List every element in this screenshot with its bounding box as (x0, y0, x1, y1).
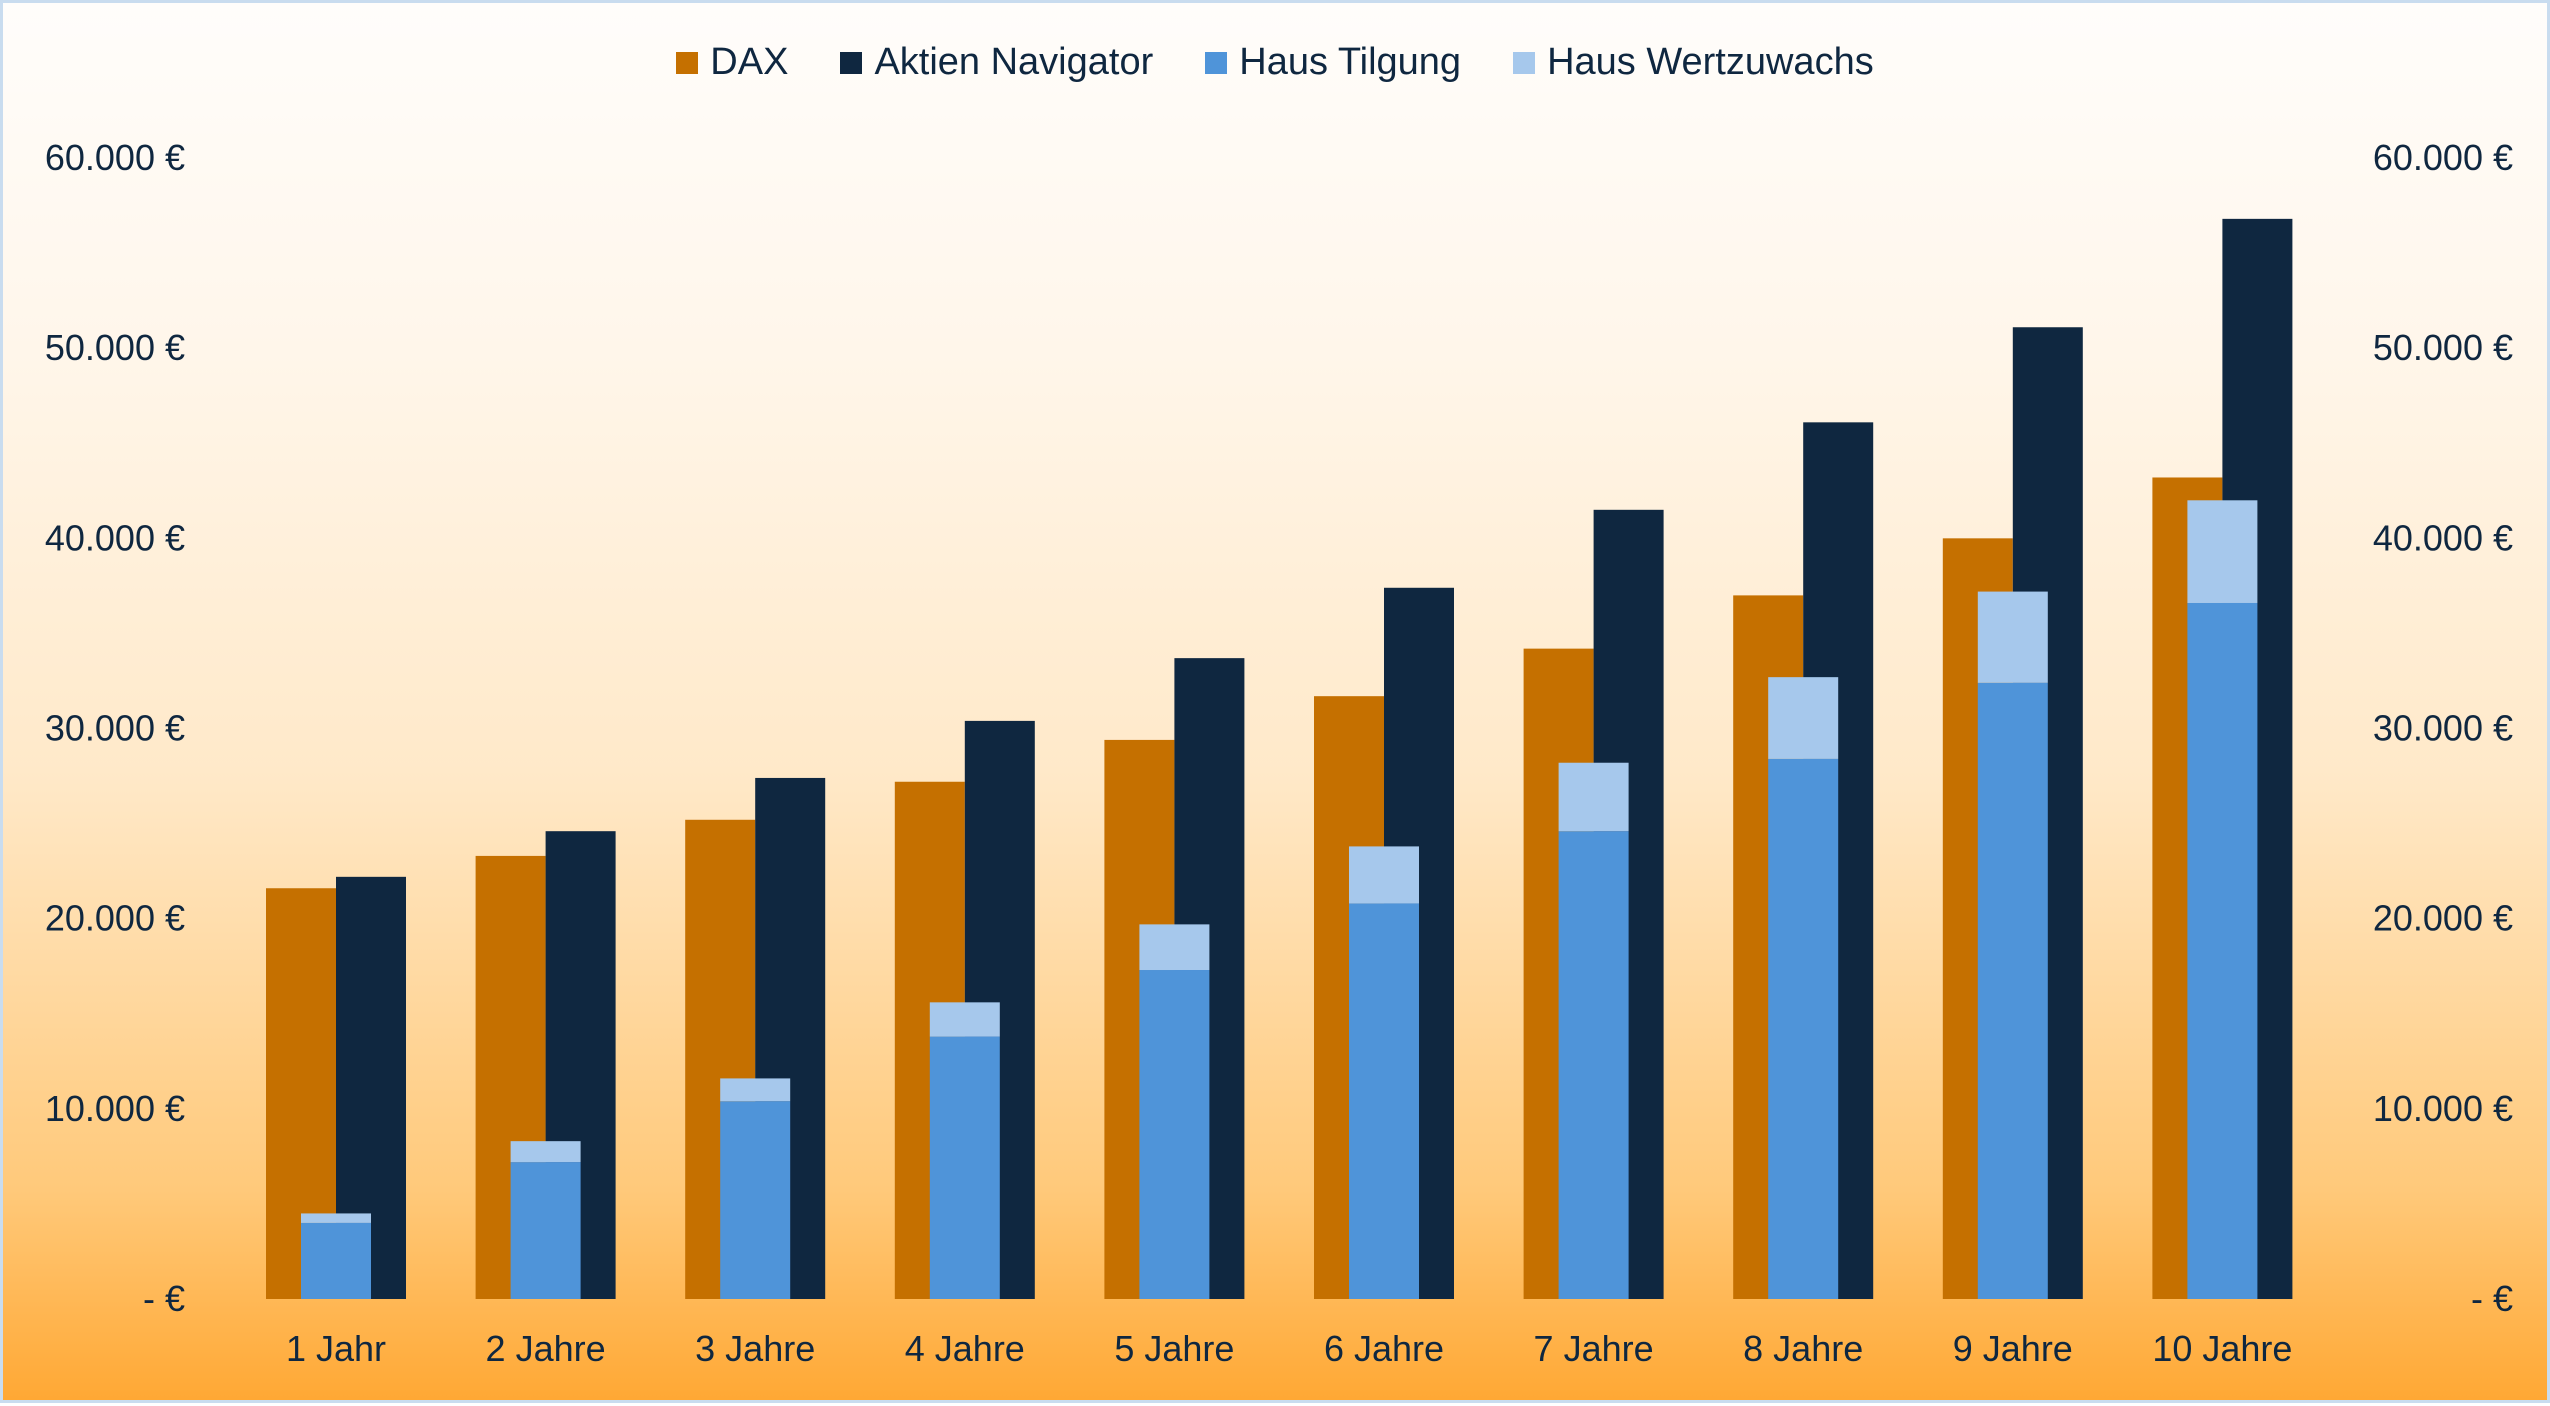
y-tick-label-left: 60.000 € (45, 137, 185, 178)
bar-haus-tilgung (1768, 758, 1839, 1299)
legend-swatch (840, 51, 863, 74)
y-tick-label-left: - € (143, 1278, 185, 1319)
y-tick-label-left: 50.000 € (45, 327, 185, 368)
y-tick-label-left: 30.000 € (45, 708, 185, 749)
y-tick-label-right: 40.000 € (2373, 517, 2513, 558)
legend-item: DAX (676, 41, 788, 84)
bar-haus-tilgung (510, 1162, 581, 1299)
bar-haus-wertzuwachs (929, 1002, 1000, 1037)
legend-item: Haus Tilgung (1205, 41, 1461, 84)
y-tick-label-right: 60.000 € (2373, 137, 2513, 178)
x-tick-label: 7 Jahre (1534, 1328, 1654, 1369)
y-tick-label-right: 20.000 € (2373, 898, 2513, 939)
bar-haus-tilgung (1558, 831, 1629, 1299)
y-tick-label-right: 50.000 € (2373, 327, 2513, 368)
bar-haus-wertzuwachs (1768, 677, 1839, 759)
chart-plot: 1 Jahr 2 Jahre 3 Jahre 4 Jahre 5 Jahre 6 Jahr… (45, 137, 2513, 1369)
x-tick-label: 6 Jahre (1324, 1328, 1444, 1369)
bar-haus-wertzuwachs (1139, 924, 1210, 971)
y-tick-label-left: 40.000 € (45, 517, 185, 558)
y-tick-label-right: - € (2471, 1278, 2513, 1319)
legend-label: Haus Wertzuwachs (1547, 41, 1874, 83)
y-tick-label-left: 20.000 € (45, 898, 185, 939)
x-tick-label: 3 Jahre (695, 1328, 815, 1369)
y-tick-label-left: 10.000 € (45, 1088, 185, 1129)
bar-haus-tilgung (1349, 903, 1419, 1299)
bar-haus-tilgung (1977, 682, 2048, 1299)
x-tick-label: 9 Jahre (1953, 1328, 2073, 1369)
bar-haus-wertzuwachs (1349, 846, 1419, 904)
bar-haus-wertzuwachs (301, 1213, 371, 1223)
bar-haus-tilgung (2187, 602, 2258, 1299)
x-tick-label: 4 Jahre (905, 1328, 1025, 1369)
chart-legend: DAX Aktien Navigator Haus Tilgung Haus Wert… (3, 41, 2547, 84)
bar-haus-wertzuwachs (720, 1078, 791, 1102)
legend-label: Haus Tilgung (1239, 41, 1462, 83)
x-tick-label: 5 Jahre (1114, 1328, 1234, 1369)
legend-swatch (1205, 51, 1228, 74)
y-tick-label-right: 30.000 € (2373, 708, 2513, 749)
x-tick-label: 2 Jahre (486, 1328, 606, 1369)
bar-haus-wertzuwachs (2187, 500, 2258, 603)
legend-swatch (676, 51, 699, 74)
bar-haus-tilgung (1139, 970, 1210, 1299)
bar-haus-wertzuwachs (1558, 762, 1629, 832)
bar-haus-wertzuwachs (510, 1141, 581, 1163)
x-tick-label: 1 Jahr (286, 1328, 386, 1369)
bar-haus-tilgung (929, 1036, 1000, 1299)
y-tick-label-right: 10.000 € (2373, 1088, 2513, 1129)
x-tick-label: 10 Jahre (2152, 1328, 2292, 1369)
bar-haus-wertzuwachs (1977, 591, 2048, 683)
legend-swatch (1513, 51, 1536, 74)
legend-item: Haus Wertzuwachs (1513, 41, 1874, 84)
legend-label: Aktien Navigator (874, 41, 1154, 83)
x-tick-label: 8 Jahre (1743, 1328, 1863, 1369)
legend-label: DAX (710, 41, 789, 83)
bar-haus-tilgung (301, 1222, 371, 1299)
bar-haus-tilgung (720, 1101, 791, 1299)
legend-item: Aktien Navigator (840, 41, 1153, 84)
